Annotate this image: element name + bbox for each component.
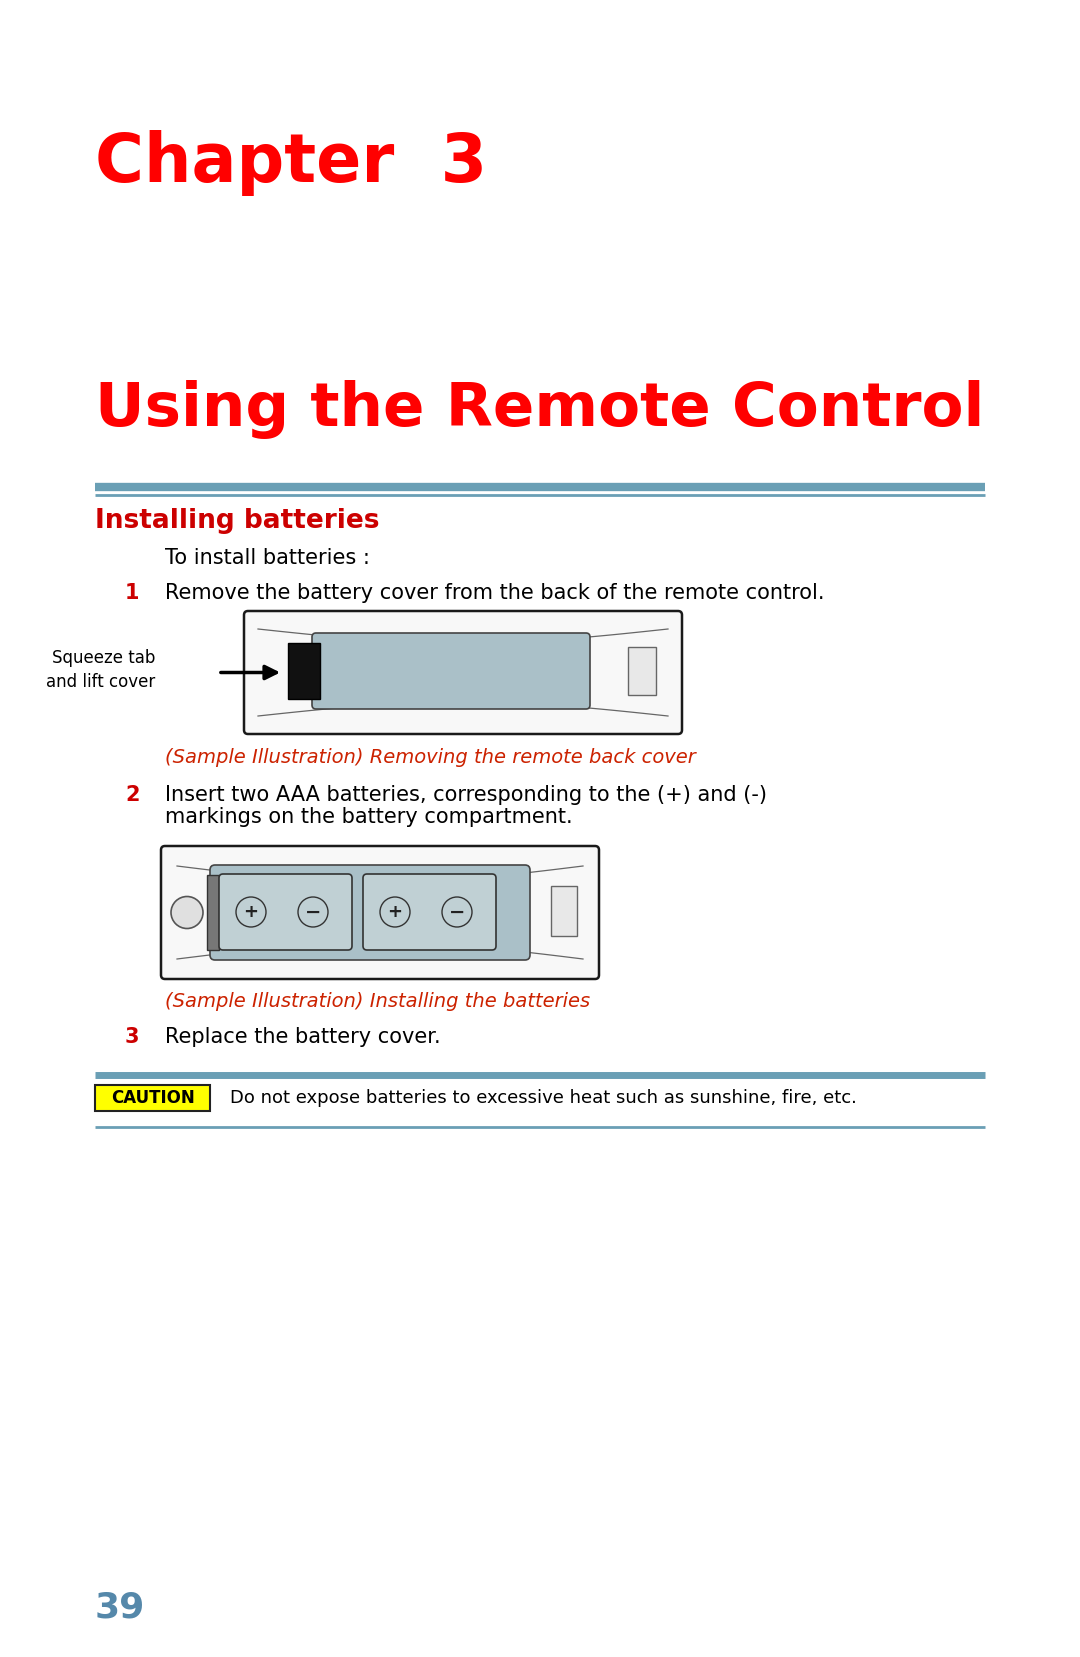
Text: 39: 39	[95, 1591, 146, 1624]
Text: Replace the battery cover.: Replace the battery cover.	[165, 1027, 441, 1047]
FancyBboxPatch shape	[312, 633, 590, 709]
Text: Using the Remote Control: Using the Remote Control	[95, 379, 984, 439]
Text: 1: 1	[125, 583, 139, 603]
FancyBboxPatch shape	[210, 865, 530, 959]
Text: CAUTION: CAUTION	[110, 1089, 194, 1107]
Bar	[551, 886, 577, 936]
Bar	[288, 643, 320, 699]
Text: Squeeze tab
and lift cover: Squeeze tab and lift cover	[45, 650, 156, 691]
Text: −: −	[449, 903, 465, 921]
Text: 3: 3	[125, 1027, 139, 1047]
Text: markings on the battery compartment.: markings on the battery compartment.	[165, 807, 572, 827]
Text: Do not expose batteries to excessive heat such as sunshine, fire, etc.: Do not expose batteries to excessive hea…	[230, 1089, 856, 1107]
Text: −: −	[305, 903, 321, 921]
Text: Installing batteries: Installing batteries	[95, 509, 379, 534]
Text: (Sample Illustration) Removing the remote back cover: (Sample Illustration) Removing the remot…	[165, 747, 696, 767]
FancyBboxPatch shape	[161, 847, 599, 979]
Text: 2: 2	[125, 785, 139, 805]
Text: +: +	[388, 903, 403, 921]
Text: To install batteries :: To install batteries :	[165, 548, 369, 568]
Text: Chapter  3: Chapter 3	[95, 129, 487, 196]
FancyBboxPatch shape	[219, 873, 352, 949]
FancyBboxPatch shape	[244, 611, 681, 734]
Circle shape	[171, 896, 203, 928]
Text: Insert two AAA batteries, corresponding to the (+) and (-): Insert two AAA batteries, corresponding …	[165, 785, 767, 805]
Bar	[95, 1085, 210, 1110]
Text: +: +	[243, 903, 258, 921]
Bar	[627, 646, 656, 694]
Bar	[207, 875, 219, 949]
Text: Remove the battery cover from the back of the remote control.: Remove the battery cover from the back o…	[165, 583, 824, 603]
Text: (Sample Illustration) Installing the batteries: (Sample Illustration) Installing the bat…	[165, 993, 590, 1011]
FancyBboxPatch shape	[363, 873, 496, 949]
